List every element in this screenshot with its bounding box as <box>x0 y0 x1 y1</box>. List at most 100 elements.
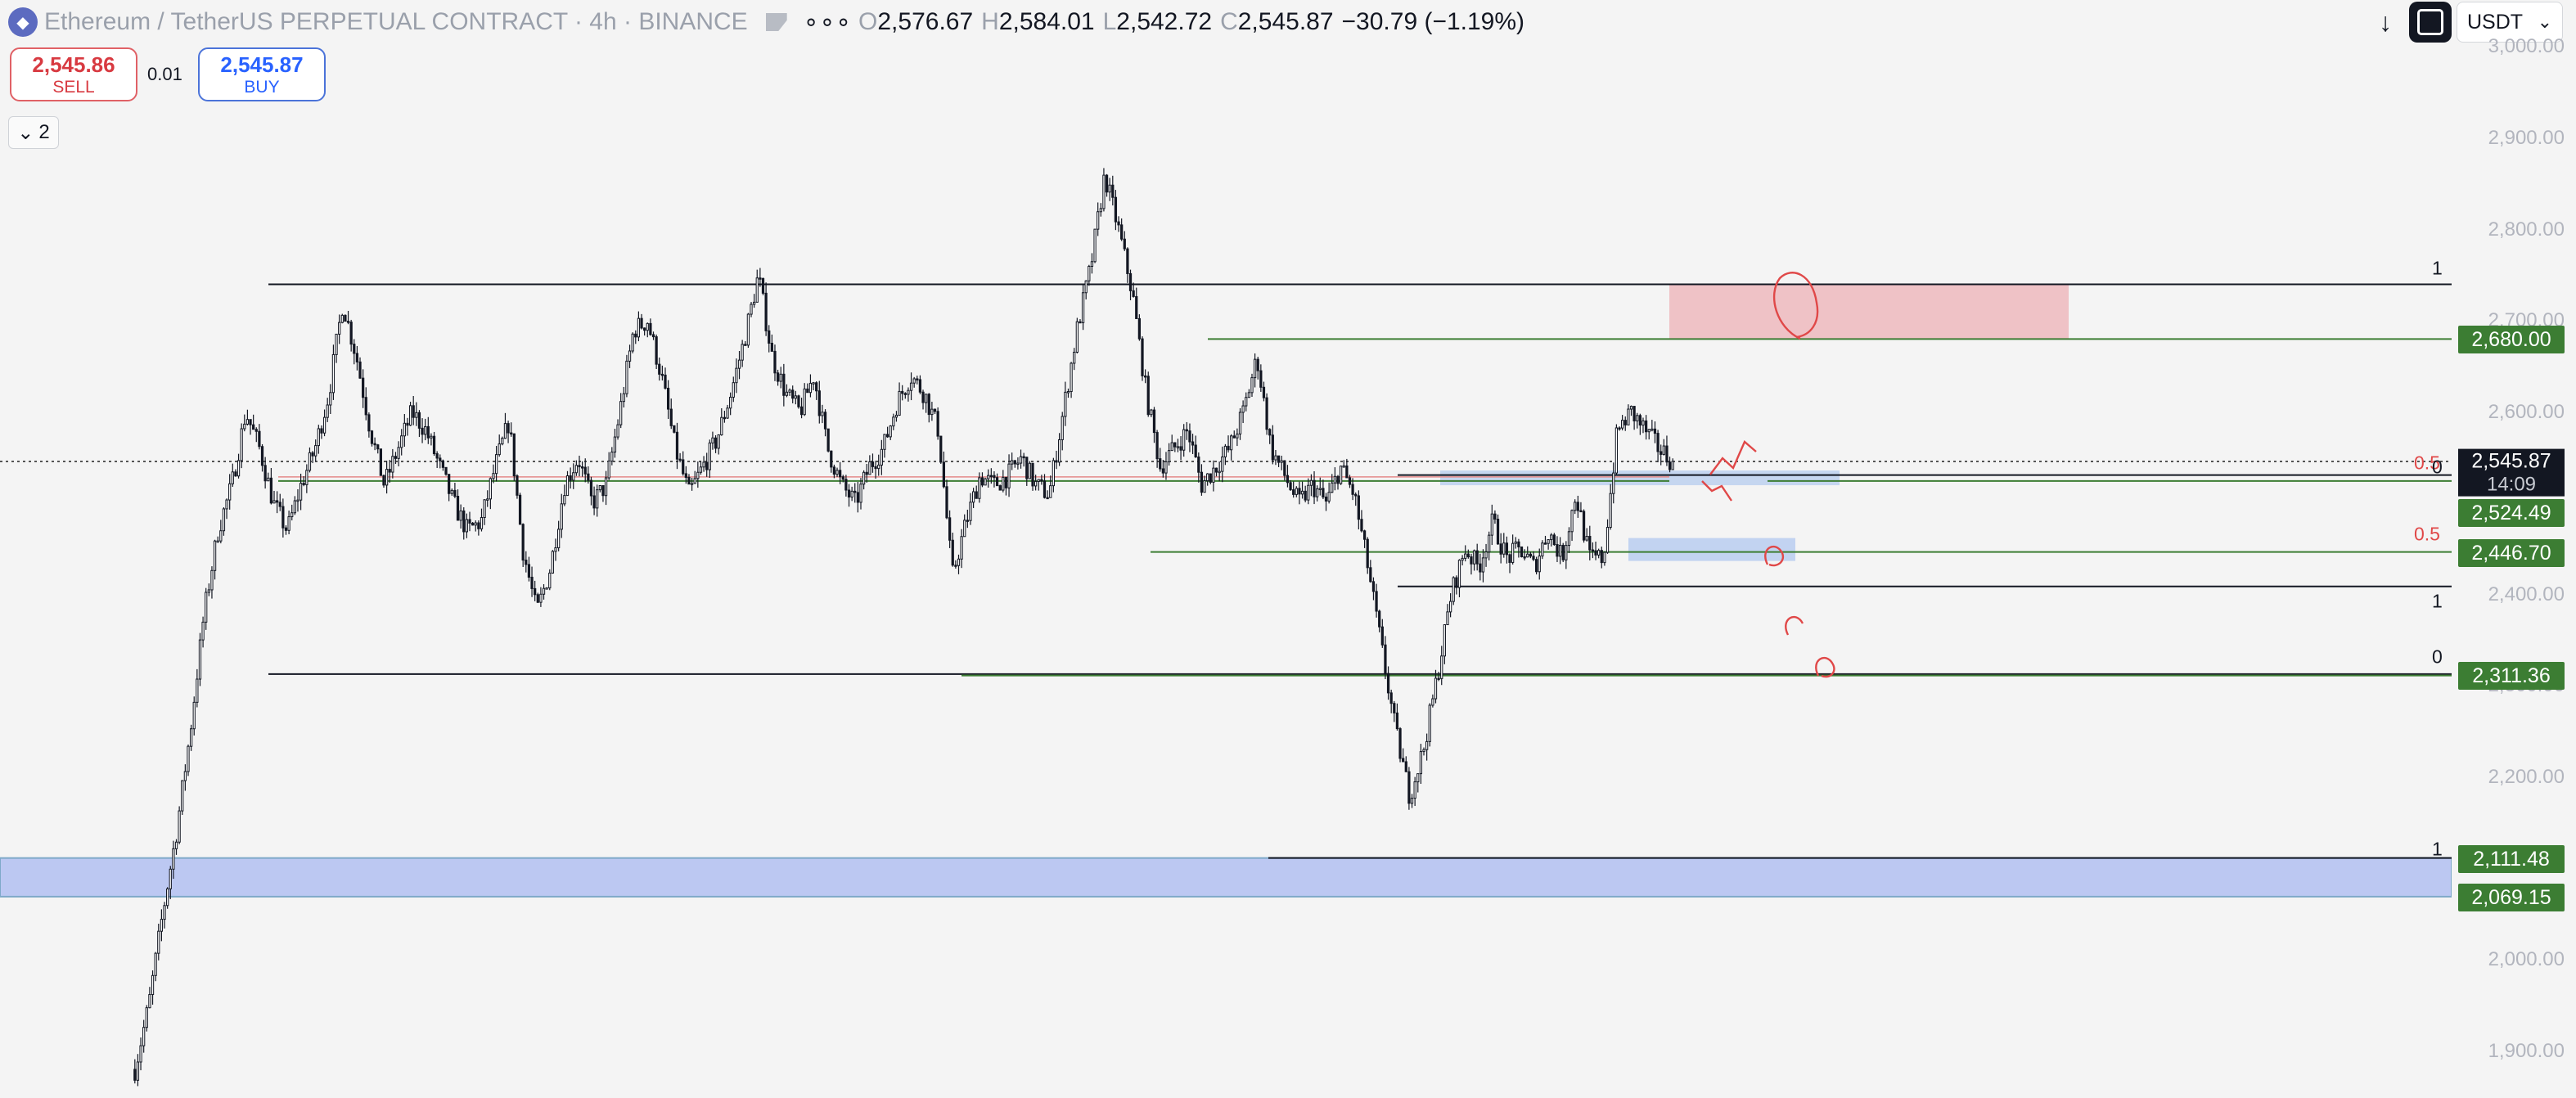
candle-up <box>1318 488 1322 490</box>
candle-down <box>417 412 421 429</box>
candle-down <box>1552 534 1556 546</box>
candle-up <box>755 277 759 303</box>
candle-down <box>1402 758 1405 763</box>
candle-down <box>379 448 382 476</box>
candle-up <box>1280 460 1283 463</box>
candle-down <box>1292 489 1295 495</box>
candle-down <box>1141 338 1144 376</box>
candle-down <box>456 496 460 521</box>
candle-up <box>1247 392 1250 398</box>
candle-up <box>231 471 234 484</box>
candle-up <box>862 471 866 485</box>
more-dots-icon[interactable]: ∘∘∘ <box>803 8 853 36</box>
candle-up <box>1538 556 1541 573</box>
candle-down <box>583 466 587 475</box>
candle-up <box>201 621 205 641</box>
candle-up <box>868 461 871 475</box>
candle-up <box>898 390 901 416</box>
candle-down <box>830 450 833 468</box>
candle-down <box>260 446 264 466</box>
candle-down <box>1111 184 1115 198</box>
candle-up <box>1081 292 1085 323</box>
candle-up <box>1413 781 1416 799</box>
candle-down <box>1624 420 1627 425</box>
candle-down <box>1043 480 1047 498</box>
candle-down <box>939 435 943 463</box>
candle-up <box>1612 472 1615 494</box>
candle-down <box>1348 477 1352 485</box>
candle-up <box>322 416 327 434</box>
candle-up <box>1206 473 1209 482</box>
candle-down <box>382 475 385 486</box>
candle-up <box>166 888 169 907</box>
candle-up <box>1342 465 1345 468</box>
scroll-to-realtime-button[interactable]: ↓ <box>2365 2 2406 43</box>
candle-up <box>883 434 886 450</box>
candle-up <box>574 465 578 474</box>
candle-down <box>1055 460 1058 463</box>
candle-down <box>776 372 780 382</box>
candle-down <box>1146 376 1150 416</box>
hide-icon[interactable] <box>765 13 787 31</box>
candle-down <box>258 430 261 448</box>
candle-up <box>746 313 750 346</box>
candle-down <box>412 405 415 418</box>
fib-label-0.5: 0.5 <box>2414 452 2440 474</box>
price-label-2111: 2,111.48 <box>2458 845 2565 873</box>
candle-down <box>651 334 655 338</box>
candle-up <box>181 780 184 812</box>
chevron-down-icon: ⌄ <box>2537 11 2552 32</box>
candle-down <box>426 425 430 439</box>
candle-down <box>1475 550 1479 565</box>
candle-up <box>408 405 412 426</box>
candle-down <box>948 517 952 541</box>
candle-down <box>521 524 525 561</box>
axis-tick: 2,000.00 <box>2488 948 2565 970</box>
candle-up <box>925 394 928 403</box>
candle-up <box>1541 542 1544 557</box>
indicators-toggle-button[interactable]: ⌄ 2 <box>8 116 59 149</box>
chart-canvas[interactable] <box>0 0 2452 1098</box>
candle-up <box>172 848 175 870</box>
candle-down <box>773 350 777 374</box>
candle-down <box>1031 462 1034 487</box>
candle-down <box>1395 712 1399 730</box>
candle-up <box>216 540 219 543</box>
candle-down <box>966 520 969 522</box>
candle-up <box>729 396 732 409</box>
candle-down <box>1660 451 1663 455</box>
candle-up <box>157 930 160 954</box>
candle-down <box>580 466 584 469</box>
candle-up <box>557 529 561 549</box>
candle-down <box>764 292 768 331</box>
candle-up <box>1002 476 1005 491</box>
price-axis[interactable]: 3,000.00 2,900.00 2,800.00 2,700.00 2,60… <box>2452 0 2576 1098</box>
symbol-title[interactable]: Ethereum / TetherUS PERPETUAL CONTRACT ·… <box>44 8 748 35</box>
candle-up <box>1636 415 1639 421</box>
candle-down <box>723 416 727 420</box>
candle-up <box>1558 544 1562 557</box>
candle-up <box>859 484 862 503</box>
candle-up <box>1514 541 1517 544</box>
candle-down <box>1534 559 1538 573</box>
candle-up <box>1218 470 1221 474</box>
candle-down <box>468 519 471 524</box>
candle-up <box>1221 456 1224 472</box>
currency-select[interactable]: USDT ⌄ <box>2457 2 2563 43</box>
buy-button[interactable]: 2,545.87 BUY <box>198 47 326 101</box>
candle-up <box>1238 412 1242 434</box>
candle-down <box>1523 556 1526 559</box>
annotation-zigzag-down <box>1701 480 1732 502</box>
sell-button[interactable]: 2,545.86 SELL <box>10 47 137 101</box>
snapshot-button[interactable] <box>2409 2 2452 43</box>
fib-label-1: 1 <box>2432 590 2443 612</box>
candle-up <box>788 389 791 393</box>
candle-down <box>388 469 391 473</box>
candle-down <box>1227 445 1230 451</box>
candle-up <box>794 395 797 399</box>
candle-down <box>1298 488 1301 495</box>
candle-down <box>512 433 516 477</box>
candle-down <box>993 475 996 479</box>
candle-up <box>1615 427 1619 474</box>
candle-down <box>601 485 605 497</box>
